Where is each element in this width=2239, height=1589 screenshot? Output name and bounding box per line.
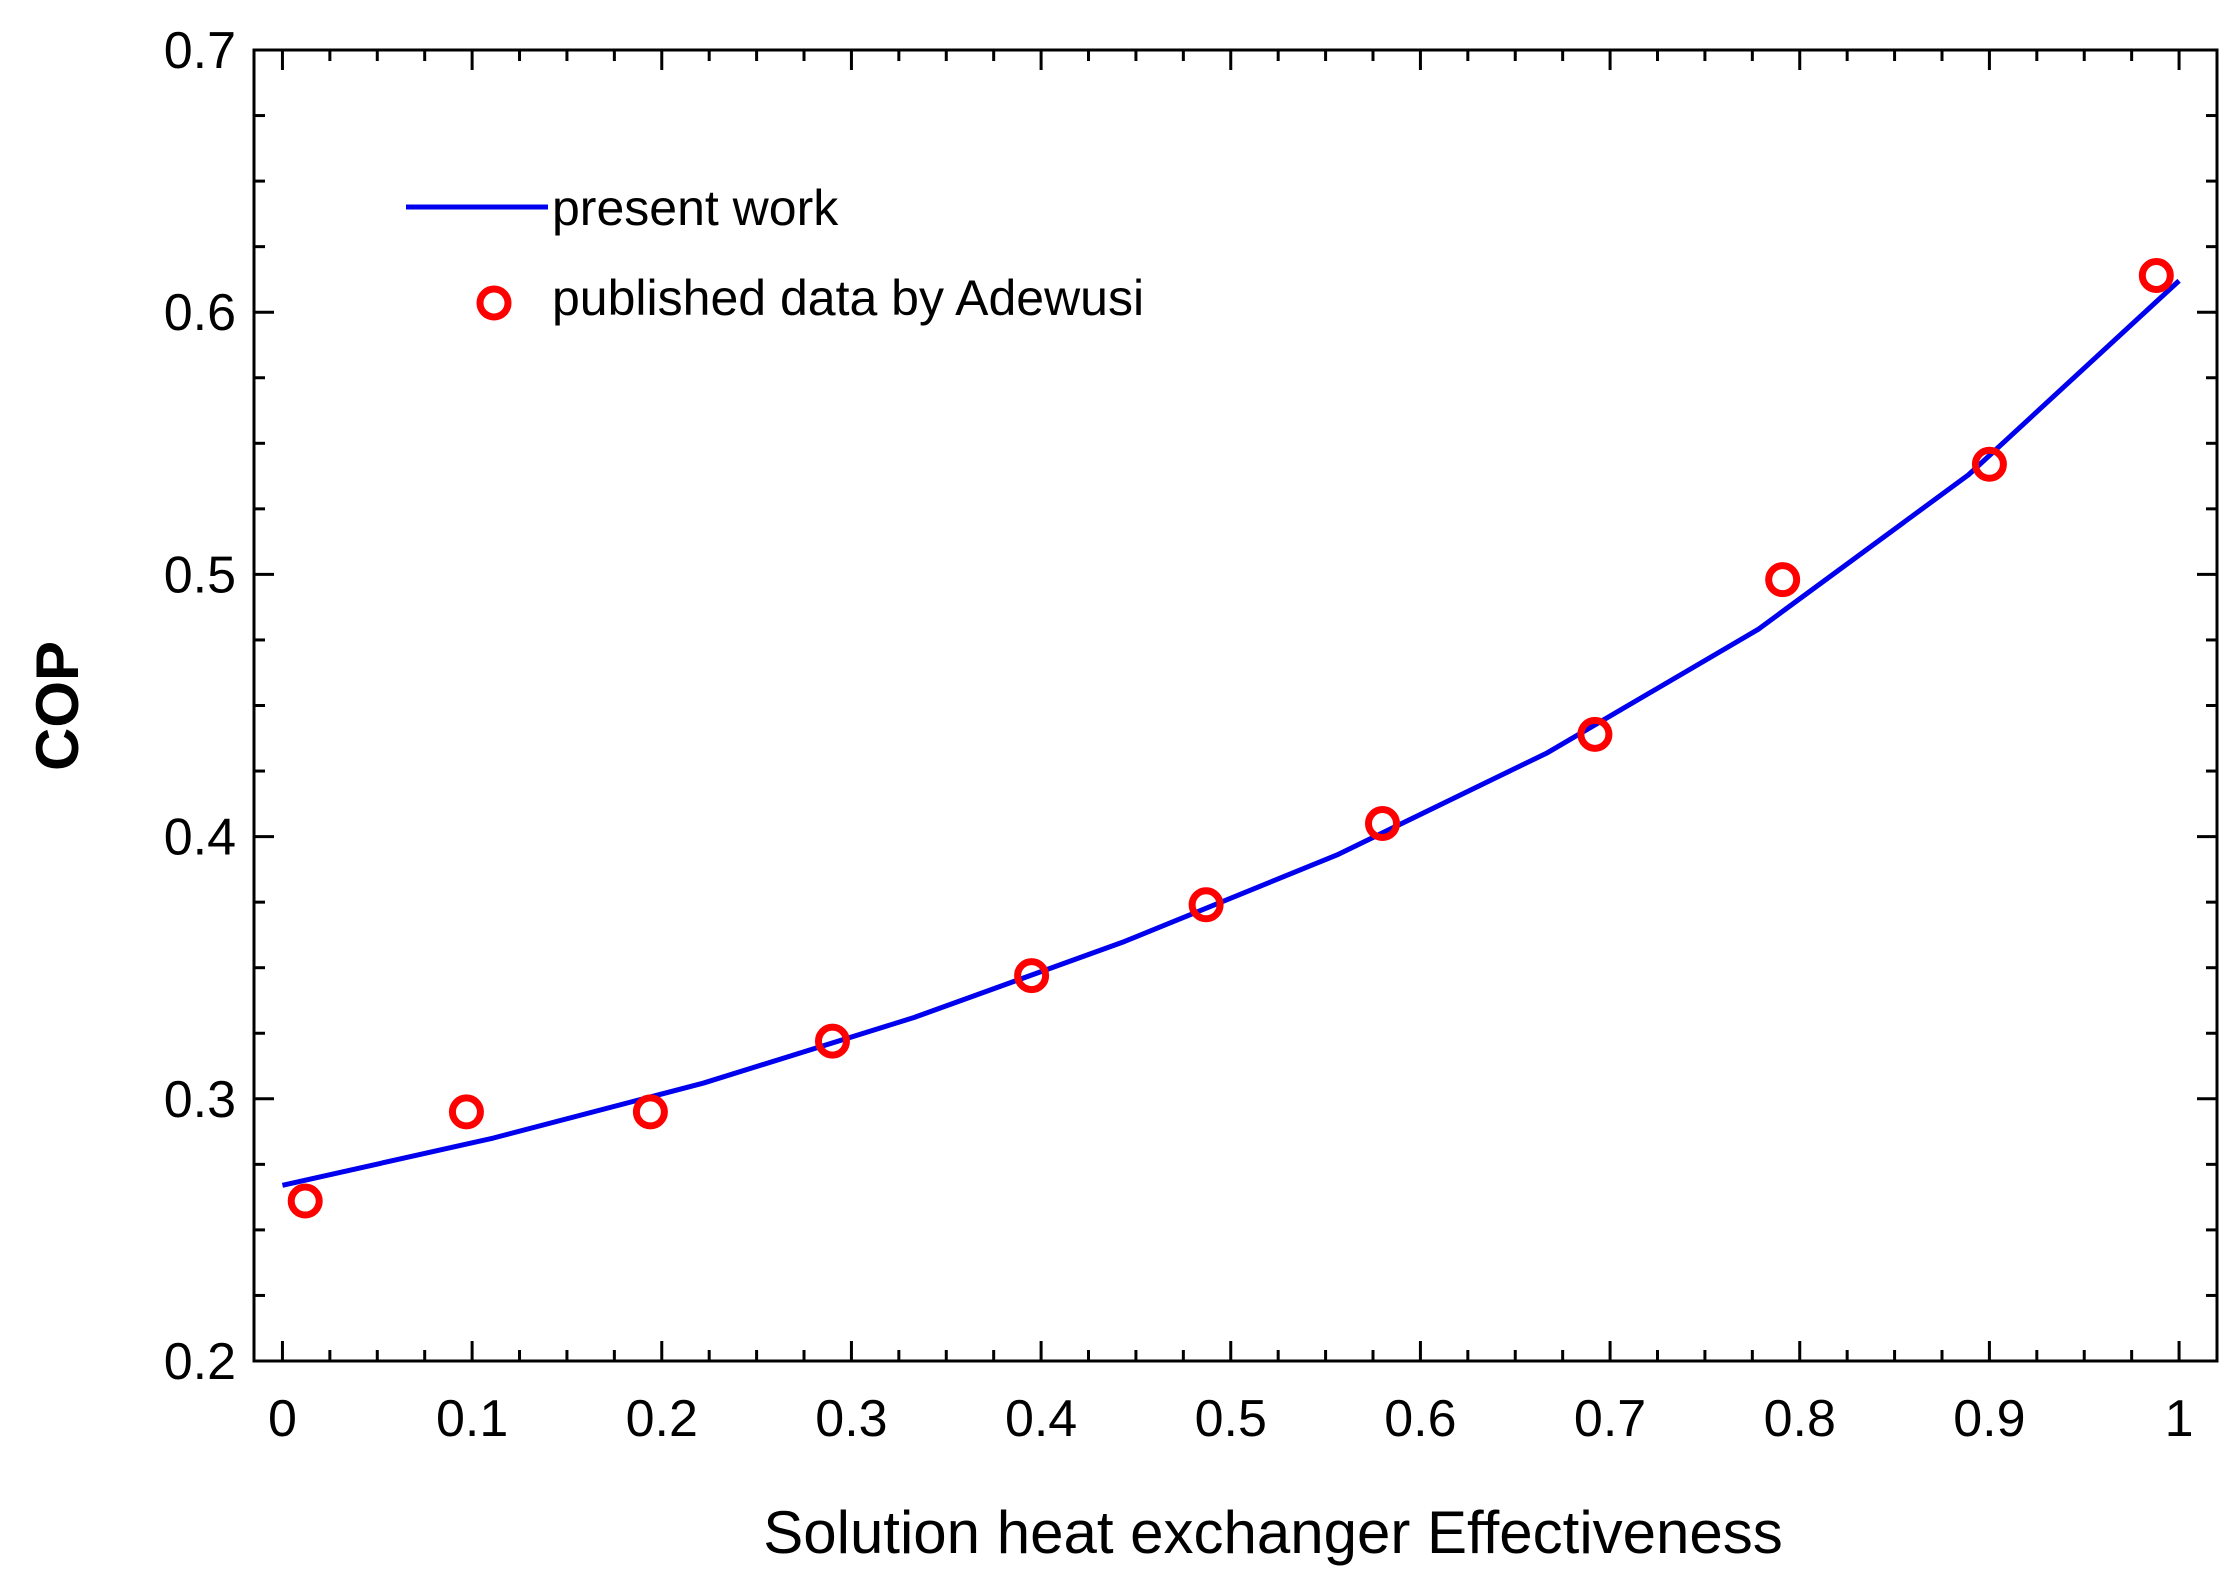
axis-ticks — [254, 48, 2217, 1363]
x-tick-label: 0.5 — [1195, 1390, 1267, 1448]
y-axis-title: COP — [24, 641, 91, 771]
y-tick-label: 0.2 — [164, 1333, 236, 1391]
data-point-adewusi — [1014, 958, 1050, 994]
x-tick-label: 0.8 — [1764, 1390, 1836, 1448]
data-point-adewusi — [448, 1094, 484, 1130]
x-tick-label: 1 — [2165, 1390, 2194, 1448]
y-tick-label: 0.4 — [164, 809, 236, 867]
x-axis-title: Solution heat exchanger Effectiveness — [763, 1499, 1783, 1566]
legend: present work published data by Adewusi — [406, 180, 1144, 326]
x-tick-label: 0.2 — [626, 1390, 698, 1448]
y-tick-label: 0.5 — [164, 546, 236, 604]
tick-labels: 0 0.1 0.2 0.3 0.4 0.5 0.6 0.7 0.8 0.9 1 0.2 0.3 0.4 0.… — [164, 22, 2194, 1448]
series-line-present-work — [281, 278, 2181, 1188]
legend-label-published-data: published data by Adewusi — [552, 270, 1144, 326]
x-tick-label: 0.7 — [1574, 1390, 1646, 1448]
x-tick-label: 0.9 — [1953, 1390, 2025, 1448]
x-tick-label: 0.3 — [815, 1390, 887, 1448]
plot-frame — [252, 48, 2219, 1363]
x-tick-label: 0.6 — [1384, 1390, 1456, 1448]
data-point-adewusi — [632, 1094, 668, 1130]
data-point-adewusi — [1765, 562, 1801, 598]
data-point-adewusi — [1577, 716, 1613, 752]
x-tick-label: 0.1 — [436, 1390, 508, 1448]
legend-marker-swatch — [476, 285, 512, 321]
y-tick-label: 0.7 — [164, 22, 236, 80]
data-point-adewusi — [287, 1183, 323, 1219]
data-point-adewusi — [814, 1023, 850, 1059]
x-tick-label: 0.4 — [1005, 1390, 1077, 1448]
series-layer — [281, 257, 2181, 1219]
data-point-adewusi — [2138, 257, 2174, 293]
legend-label-present-work: present work — [552, 180, 839, 236]
y-tick-label: 0.6 — [164, 284, 236, 342]
x-tick-label: 0 — [268, 1390, 297, 1448]
data-point-adewusi — [1188, 887, 1224, 923]
data-point-adewusi — [1971, 446, 2007, 482]
data-point-adewusi — [1364, 805, 1400, 841]
y-tick-label: 0.3 — [164, 1071, 236, 1129]
